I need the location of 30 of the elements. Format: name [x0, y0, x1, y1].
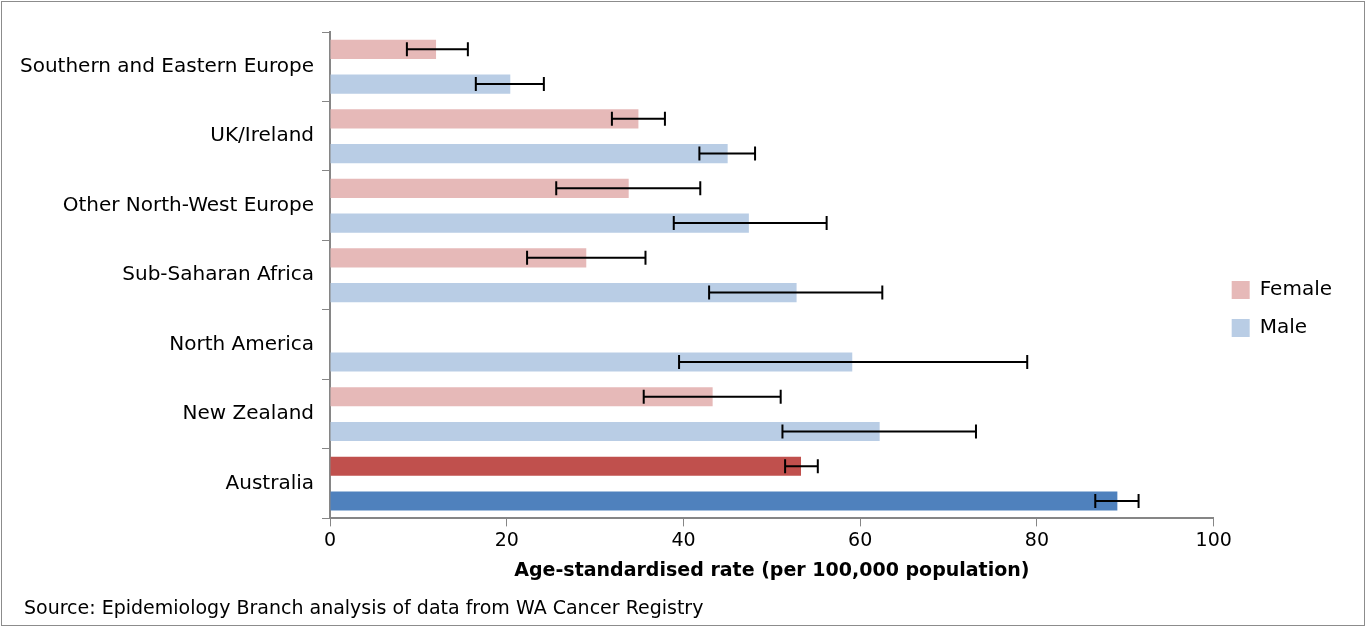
bar: [330, 283, 797, 303]
x-axis-title: Age-standardised rate (per 100,000 population): [514, 557, 1030, 580]
x-tick-label: 40: [671, 527, 696, 550]
x-tick-label: 100: [1195, 527, 1232, 550]
y-tick-label: North America: [169, 330, 315, 355]
bar: [330, 491, 1118, 511]
x-tick-label: 0: [323, 527, 337, 550]
bar: [330, 213, 749, 233]
y-tick-label: Australia: [225, 469, 315, 494]
bar: [330, 144, 728, 164]
bar: [330, 456, 802, 476]
x-tick-label: 20: [494, 527, 519, 550]
x-tick-label: 60: [848, 527, 873, 550]
bar: [330, 248, 587, 268]
bar: [330, 421, 880, 442]
bar: [330, 109, 639, 129]
legend-label: Female: [1259, 276, 1333, 301]
bar: [330, 387, 713, 407]
source-note: Source: Epidemiology Branch analysis of data from WA Cancer Registry: [24, 596, 704, 618]
y-tick-label: Other North-West Europe: [62, 191, 315, 216]
y-tick-label: New Zealand: [182, 400, 315, 425]
bar: [330, 352, 853, 372]
bar: [330, 74, 511, 94]
legend-label: Male: [1259, 314, 1308, 339]
bar: [330, 178, 629, 198]
y-tick-label: UK/Ireland: [210, 122, 315, 147]
x-tick-label: 80: [1024, 527, 1050, 550]
bar: [330, 39, 437, 59]
y-tick-label: Sub-Saharan Africa: [122, 261, 315, 286]
y-tick-label: Southern and Eastern Europe: [20, 52, 315, 77]
